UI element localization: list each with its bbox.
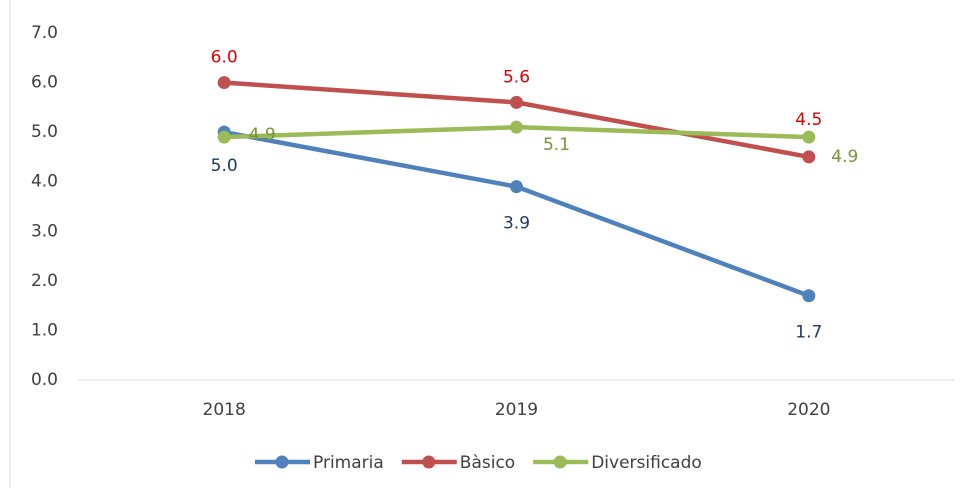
legend-label: Bàsico: [460, 453, 515, 473]
point: [802, 130, 816, 144]
legend-label: Primaria: [313, 453, 384, 473]
data-label: 4.5: [795, 110, 822, 130]
data-label: 1.7: [795, 323, 822, 343]
y-tick-label: 3.0: [31, 221, 58, 241]
point: [510, 180, 523, 194]
point: [802, 289, 816, 303]
y-tick-label: 4.0: [31, 172, 58, 192]
data-label: 5.1: [543, 135, 570, 155]
x-tick-label: 2019: [495, 400, 538, 420]
legend-label: Diversificado: [591, 453, 702, 473]
y-tick-label: 5.0: [31, 122, 58, 142]
y-tick-label: 0.0: [31, 370, 58, 390]
data-label: 4.9: [831, 147, 858, 167]
data-label: 6.0: [211, 48, 238, 68]
y-tick-label: 6.0: [31, 73, 58, 93]
data-label: 5.6: [503, 67, 530, 87]
legend-marker: [275, 455, 289, 469]
data-label: 3.9: [503, 214, 530, 234]
legend-marker: [553, 455, 567, 469]
data-label: 5.0: [211, 156, 238, 176]
x-tick-label: 2020: [787, 400, 830, 420]
point: [510, 120, 523, 134]
x-tick-label: 2018: [203, 400, 246, 420]
y-tick-label: 7.0: [31, 23, 58, 43]
data-label: 4.9: [249, 125, 276, 145]
point: [217, 76, 231, 90]
line: [224, 80, 810, 160]
y-tick-label: 1.0: [31, 320, 58, 340]
legend-marker: [422, 455, 436, 469]
y-tick-label: 2.0: [31, 271, 58, 291]
point: [217, 130, 231, 144]
point: [802, 150, 816, 164]
point: [510, 95, 523, 109]
